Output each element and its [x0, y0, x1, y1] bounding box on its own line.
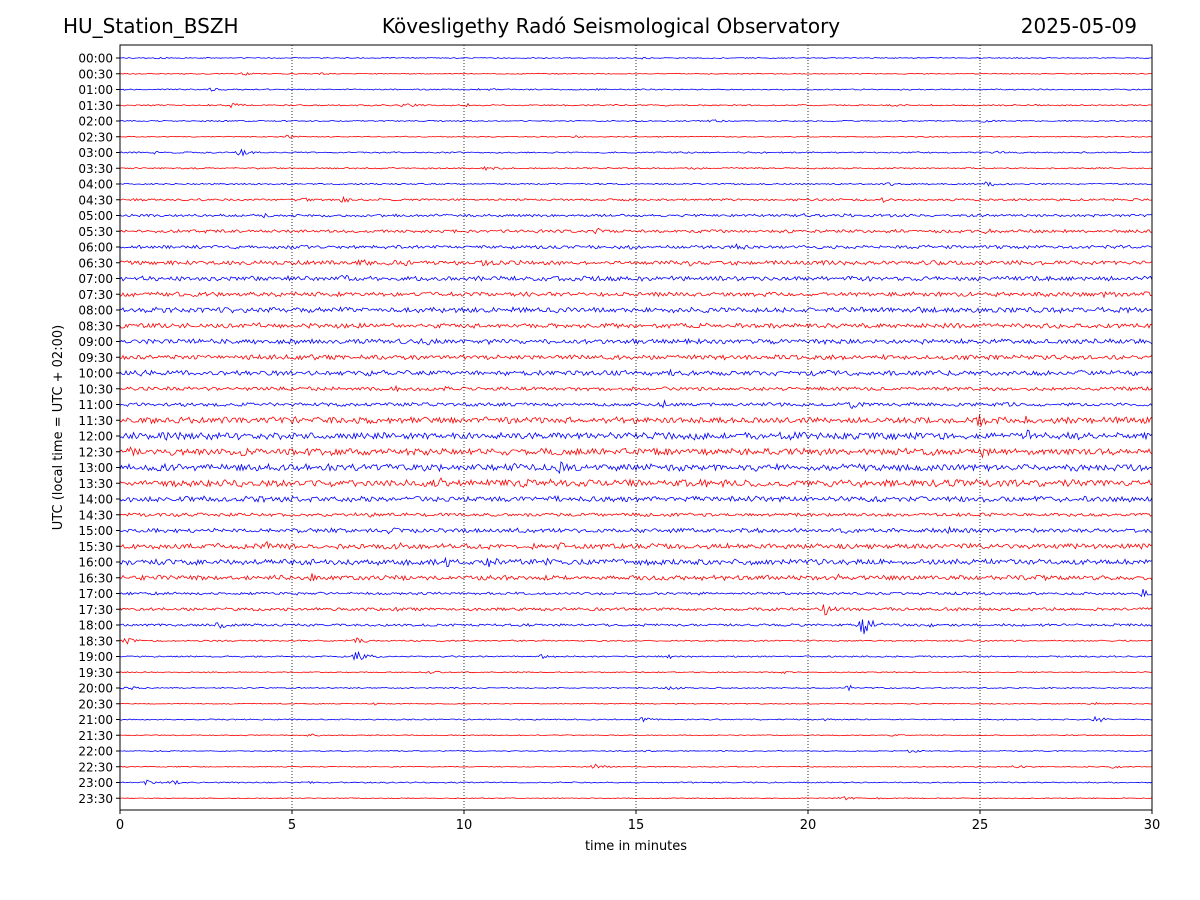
trace-1730	[119, 604, 1153, 616]
station-name: HU_Station_BSZH	[63, 14, 239, 38]
x-tick-label: 0	[116, 818, 124, 833]
y-tick-label: 07:00	[78, 272, 113, 286]
x-tick-labels: 0 5 10 15 20 25 30	[116, 810, 1160, 833]
y-tick-label: 13:00	[78, 461, 113, 475]
trace-2100	[119, 715, 1153, 723]
y-tick-label: 21:30	[78, 729, 113, 743]
trace-1100	[119, 399, 1153, 410]
record-date: 2025-05-09	[1020, 14, 1137, 38]
trace-0300	[119, 148, 1153, 157]
y-tick-label: 18:30	[78, 634, 113, 648]
y-tick-label: 06:30	[78, 256, 113, 270]
observatory-title: Kövesligethy Radó Seismological Observat…	[381, 14, 841, 38]
trace-1330	[119, 477, 1153, 489]
y-tick-label: 01:00	[78, 83, 113, 97]
trace-0430	[119, 195, 1153, 203]
trace-1830	[119, 637, 1153, 645]
y-tick-label: 12:00	[78, 430, 113, 444]
y-axis-label: UTC (local time = UTC + 02:00)	[51, 325, 66, 530]
y-tick-label: 12:30	[78, 445, 113, 459]
y-tick-label: 00:00	[78, 52, 113, 66]
y-tick-label: 03:30	[78, 162, 113, 176]
y-tick-label: 02:30	[78, 130, 113, 144]
y-tick-label: 22:00	[78, 745, 113, 759]
y-tick-label: 00:30	[78, 67, 113, 81]
trace-2030	[119, 701, 1153, 706]
y-tick-label: 10:30	[78, 382, 113, 396]
trace-0500	[119, 212, 1153, 219]
x-axis-label: time in minutes	[585, 839, 687, 854]
y-tick-label: 20:00	[78, 682, 113, 696]
y-tick-label: 19:00	[78, 650, 113, 664]
y-tick-label: 18:00	[78, 619, 113, 633]
trace-2000	[119, 684, 1153, 692]
y-tick-label: 08:30	[78, 319, 113, 333]
trace-1000	[119, 368, 1153, 377]
trace-1700	[119, 588, 1153, 598]
trace-1230	[119, 446, 1153, 459]
y-tick-label: 17:30	[78, 603, 113, 617]
y-tick-label: 11:00	[78, 398, 113, 412]
y-tick-label: 23:00	[78, 776, 113, 790]
x-tick-label: 15	[628, 818, 645, 833]
y-tick-label: 05:30	[78, 225, 113, 239]
y-tick-label: 14:30	[78, 508, 113, 522]
trace-2300	[119, 779, 1153, 786]
y-tick-label: 09:30	[78, 351, 113, 365]
y-tick-label: 08:00	[78, 304, 113, 318]
y-tick-label: 10:00	[78, 367, 113, 381]
x-tick-label: 30	[1144, 818, 1161, 833]
grid-layer	[291, 45, 981, 810]
trace-1500	[119, 525, 1153, 535]
y-tick-label: 14:00	[78, 493, 113, 507]
y-tick-label: 23:30	[78, 792, 113, 806]
trace-0630	[119, 258, 1153, 267]
y-tick-label: 20:30	[78, 697, 113, 711]
x-tick-label: 25	[972, 818, 989, 833]
y-tick-label: 21:00	[78, 713, 113, 727]
trace-1300	[119, 461, 1153, 475]
x-tick-label: 5	[288, 818, 296, 833]
trace-1530	[119, 540, 1153, 551]
y-tick-label: 01:30	[78, 99, 113, 113]
y-tick-label: 02:00	[78, 115, 113, 129]
y-tick-label: 04:30	[78, 193, 113, 207]
trace-2230	[119, 763, 1153, 769]
x-tick-label: 10	[456, 818, 473, 833]
trace-0730	[119, 290, 1153, 299]
y-tick-label: 09:00	[78, 335, 113, 349]
trace-0030	[119, 72, 1153, 76]
y-tick-label: 04:00	[78, 178, 113, 192]
trace-0530	[119, 227, 1153, 235]
trace-1600	[119, 556, 1153, 568]
trace-1900	[119, 650, 1153, 662]
y-tick-label: 07:30	[78, 288, 113, 302]
trace-0000	[119, 56, 1153, 60]
y-tick-label: 11:30	[78, 414, 113, 428]
y-tick-label: 16:00	[78, 556, 113, 570]
y-tick-label: 22:30	[78, 760, 113, 774]
y-tick-label: 05:00	[78, 209, 113, 223]
y-tick-label: 15:00	[78, 524, 113, 538]
y-tick-label: 17:00	[78, 587, 113, 601]
y-tick-label: 16:30	[78, 571, 113, 585]
trace-0230	[119, 134, 1153, 139]
trace-0100	[119, 87, 1153, 92]
y-tick-label: 03:00	[78, 146, 113, 160]
y-tick-label: 15:30	[78, 540, 113, 554]
x-tick-label: 20	[800, 818, 817, 833]
y-tick-label: 19:30	[78, 666, 113, 680]
trace-1400	[119, 495, 1153, 504]
y-tick-label: 06:00	[78, 241, 113, 255]
y-tick-label: 13:30	[78, 477, 113, 491]
